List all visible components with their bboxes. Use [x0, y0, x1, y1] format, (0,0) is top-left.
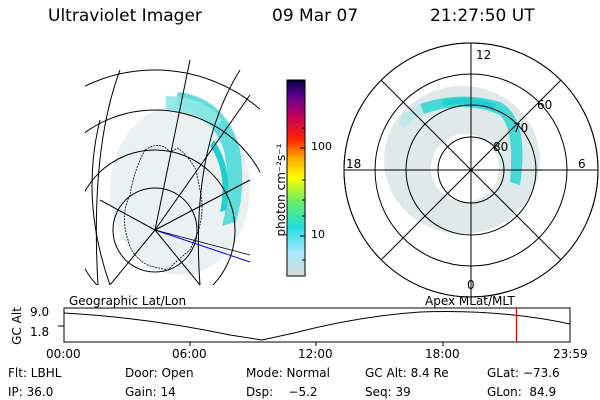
mlt-label-12: 12 — [476, 48, 492, 62]
colorbar-tick-100: 100 — [311, 140, 332, 153]
track-ymin: 1.8 — [30, 325, 50, 339]
color-bar — [286, 79, 306, 277]
filter-readout: Flt: LBHL — [8, 366, 62, 380]
header-time: 21:27:50 UT — [430, 6, 535, 26]
track-time-1: 06:00 — [172, 347, 207, 361]
mlt-label-0: 0 — [467, 278, 475, 292]
mlat-label-60: 60 — [537, 98, 553, 112]
track-axis-title: GC Alt — [10, 307, 24, 345]
track-time-2: 12:00 — [298, 347, 333, 361]
header-date: 09 Mar 07 — [272, 6, 359, 26]
dsp-readout: Dsp: −5.2 — [246, 385, 318, 399]
ip-readout: IP: 36.0 — [8, 385, 54, 399]
seq-readout: Seq: 39 — [365, 385, 411, 399]
mlt-label-6: 6 — [578, 157, 586, 171]
glon-readout: GLon: 84.9 — [487, 385, 557, 399]
track-right-title: Apex MLat/MLT — [425, 294, 515, 308]
track-time-4: 23:59 — [553, 347, 588, 361]
gain-readout: Gain: 14 — [125, 385, 176, 399]
geographic-map — [85, 60, 260, 285]
mlt-label-18: 18 — [346, 157, 362, 171]
mlat-label-70: 70 — [513, 121, 529, 135]
mlat-label-80: 80 — [493, 140, 509, 154]
mode-readout: Mode: Normal — [246, 366, 330, 380]
polar-plot — [343, 42, 599, 298]
track-time-0: 00:00 — [46, 347, 81, 361]
door-readout: Door: Open — [125, 366, 194, 380]
colorbar-unit-label: photon cm⁻²s⁻¹ — [274, 143, 288, 237]
colorbar-tick-10: 10 — [311, 228, 325, 241]
track-time-3: 18:00 — [425, 347, 460, 361]
track-left-title: Geographic Lat/Lon — [69, 294, 187, 308]
track-plot — [58, 307, 571, 346]
track-ymax: 9.0 — [30, 305, 50, 319]
instrument-title: Ultraviolet Imager — [48, 6, 202, 26]
glat-readout: GLat: −73.6 — [487, 366, 560, 380]
gc-alt-readout: GC Alt: 8.4 Re — [365, 366, 449, 380]
